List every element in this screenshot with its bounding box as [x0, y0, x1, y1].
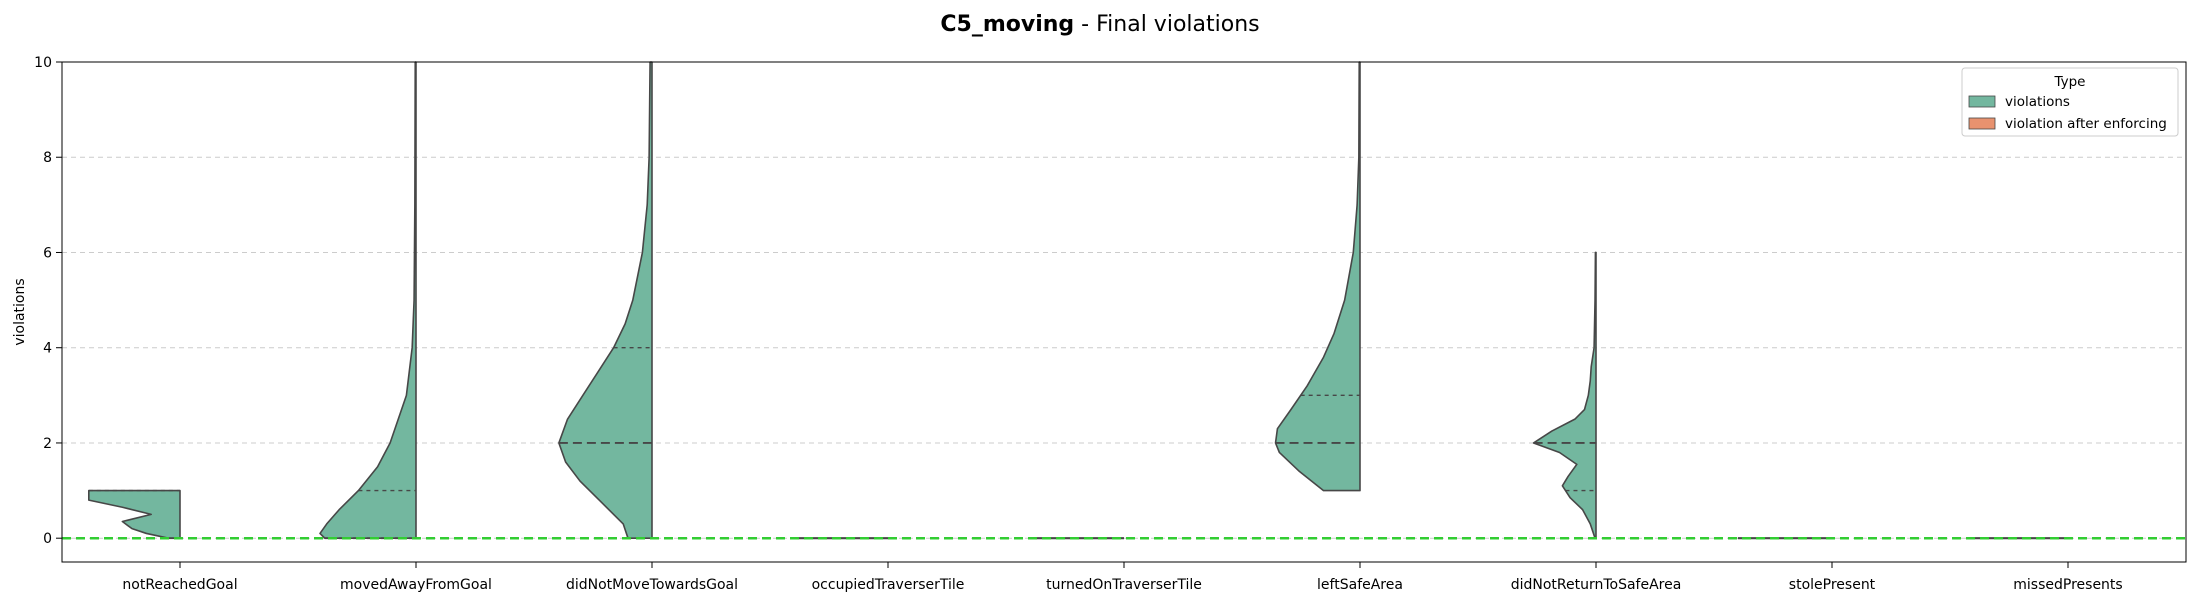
chart-title: C5_moving - Final violations — [0, 12, 2200, 37]
legend-label-violation-after-enforcing: violation after enforcing — [2005, 116, 2167, 132]
x-tick-label-didNotMoveTowardsGoal: didNotMoveTowardsGoal — [566, 577, 738, 593]
legend-swatch-violation-after-enforcing — [1968, 117, 1996, 130]
violin-didNotReturnToSafeArea — [1532, 251, 1597, 539]
y-tick-label-0: 0 — [43, 531, 52, 547]
legend: Type violations violation after enforcin… — [1961, 67, 2179, 137]
y-tick-label-10: 10 — [34, 55, 52, 71]
x-tick-label-missedPresents: missedPresents — [2013, 577, 2122, 593]
x-tick-label-didNotReturnToSafeArea: didNotReturnToSafeArea — [1511, 577, 1682, 593]
violin-leftSafeArea — [1274, 61, 1361, 492]
violin-didNotMoveTowardsGoal — [558, 61, 653, 539]
violin-movedAwayFromGoal — [319, 61, 417, 539]
y-tick-label-6: 6 — [43, 245, 52, 261]
tick-layer: 0 2 4 6 8 10 notReachedGoal movedAwayFromGoal di… — [34, 55, 2123, 593]
chart-title-rest: - Final violations — [1074, 12, 1260, 37]
x-tick-label-stolePresent: stolePresent — [1789, 577, 1876, 593]
x-tick-label-leftSafeArea: leftSafeArea — [1317, 577, 1403, 593]
legend-title: Type — [2053, 74, 2085, 90]
x-tick-label-movedAwayFromGoal: movedAwayFromGoal — [340, 577, 492, 593]
legend-swatch-violations — [1968, 95, 1996, 108]
x-tick-label-turnedOnTraverserTile: turnedOnTraverserTile — [1046, 577, 1202, 593]
violin-notReachedGoal — [88, 489, 181, 539]
violin-layer — [88, 61, 2068, 540]
legend-frame — [1961, 67, 2179, 137]
x-tick-label-notReachedGoal: notReachedGoal — [122, 577, 237, 593]
x-tick-label-occupiedTraverserTile: occupiedTraverserTile — [812, 577, 965, 593]
y-axis-label: violations — [12, 278, 28, 345]
chart-title-bold: C5_moving — [940, 12, 1075, 37]
y-tick-label-4: 4 — [43, 341, 52, 357]
legend-label-violations: violations — [2005, 94, 2070, 110]
y-tick-label-8: 8 — [43, 150, 52, 166]
y-tick-label-2: 2 — [43, 436, 52, 452]
